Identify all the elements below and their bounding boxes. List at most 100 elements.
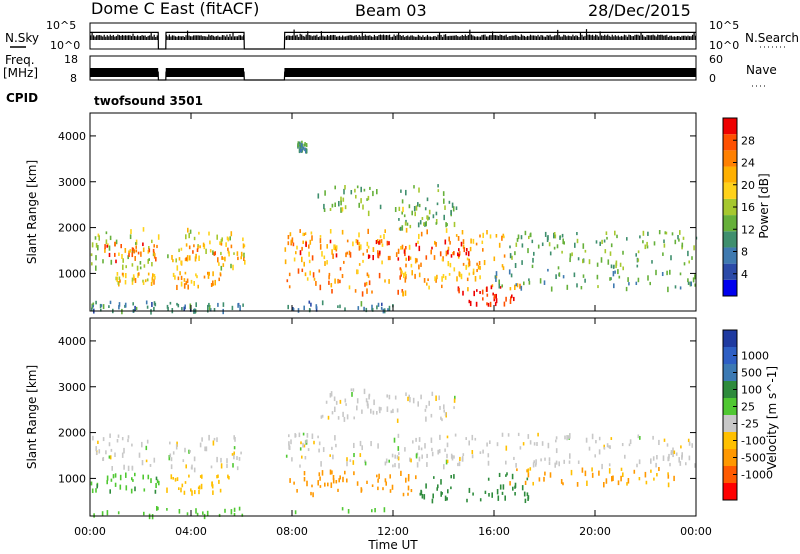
power-cell (242, 303, 244, 307)
power-cell (665, 231, 668, 235)
velocity-cell (388, 459, 390, 463)
velocity-cell (496, 489, 499, 495)
power-cell (380, 306, 383, 310)
nsky-spike (420, 36, 422, 40)
power-cell (653, 241, 656, 246)
power-cell (476, 262, 478, 266)
velocity-cell (513, 456, 515, 461)
nsky-spike (165, 34, 167, 40)
power-cell (297, 308, 300, 313)
power-cell (418, 203, 421, 208)
velocity-cell (685, 462, 687, 466)
velocity-cell (595, 440, 597, 444)
nsky-spike (634, 34, 636, 40)
power-cell (131, 263, 134, 267)
velocity-cbar-frame (722, 329, 738, 501)
power-cell (404, 252, 406, 257)
power-cell (401, 211, 403, 215)
power-cell (413, 185, 415, 189)
velocity-cell (549, 472, 552, 478)
power-cell (333, 244, 335, 250)
power-cell (366, 249, 368, 253)
power-cell (222, 263, 225, 267)
power-cell (430, 249, 432, 255)
velocity-cell (351, 392, 353, 397)
velocity-cell (324, 482, 326, 487)
power-cell (458, 253, 460, 257)
nsky-spike (388, 34, 391, 40)
velocity-cell (288, 434, 290, 438)
velocity-cell (377, 478, 379, 483)
velocity-cell (533, 442, 536, 446)
nsky-spike (679, 36, 682, 40)
power-cell (319, 238, 322, 244)
power-cell (308, 300, 311, 304)
power-cell (531, 264, 534, 269)
velocity-cell (112, 474, 115, 479)
nsky-spike (147, 35, 149, 40)
nsky-spike (644, 36, 647, 40)
power-cell (189, 303, 192, 309)
velocity-cell (638, 477, 641, 481)
power-frame (89, 112, 697, 312)
nsky-spike (177, 35, 180, 40)
nsky-spike (290, 35, 292, 40)
power-cell (683, 262, 686, 266)
nsky-spike (108, 36, 110, 40)
velocity-cell (127, 465, 130, 471)
nsky-spike (629, 35, 632, 40)
velocity-cell (299, 464, 301, 468)
velocity-cell (502, 484, 505, 490)
power-cell (222, 257, 225, 260)
power-cell (179, 271, 181, 276)
power-cell (184, 271, 187, 275)
nsky-spike (478, 36, 480, 40)
power-cell (207, 271, 209, 275)
velocity-cell (227, 474, 229, 479)
velocity-cell (318, 441, 321, 446)
velocity-cell (388, 394, 391, 400)
velocity-cell (397, 456, 400, 461)
power-cell (328, 280, 330, 285)
power-cell (679, 272, 682, 276)
power-cell (420, 231, 423, 237)
power-cell (566, 284, 569, 290)
power-cell (352, 241, 354, 247)
velocity-cell (123, 447, 125, 454)
power-cell (355, 194, 357, 199)
velocity-cell (431, 451, 434, 457)
power-cell (467, 262, 470, 268)
nsky-spike (602, 35, 604, 40)
nsky-spike (414, 36, 416, 40)
nsky-spike (516, 35, 518, 40)
power-cell (308, 244, 310, 249)
power-cell (646, 245, 649, 249)
velocity-cell (407, 492, 409, 496)
power-cell (129, 249, 132, 253)
nsky-spike (417, 34, 419, 40)
nsky-spike (546, 35, 548, 40)
power-cell (196, 248, 199, 253)
nsky-spike (469, 29, 471, 40)
power-cell (131, 250, 134, 254)
power-cell (418, 272, 421, 278)
velocity-cbar-swatch (723, 330, 737, 347)
power-cell (435, 222, 438, 225)
nsky-spike (99, 35, 101, 40)
power-cell (510, 273, 513, 278)
velocity-cell (425, 405, 428, 409)
velocity-cell (172, 451, 175, 455)
nsky-spike (649, 35, 651, 40)
power-cell (301, 143, 303, 148)
velocity-cell (680, 445, 682, 449)
power-cell (345, 252, 347, 258)
power-cell (427, 278, 429, 282)
nsky-spike (588, 34, 591, 40)
velocity-cell (288, 444, 290, 450)
power-cell (361, 291, 364, 297)
power-cell (207, 307, 209, 313)
power-cell (528, 235, 530, 240)
power-cell (533, 251, 535, 256)
nsky-spike (170, 36, 172, 40)
power-cell (451, 202, 454, 208)
